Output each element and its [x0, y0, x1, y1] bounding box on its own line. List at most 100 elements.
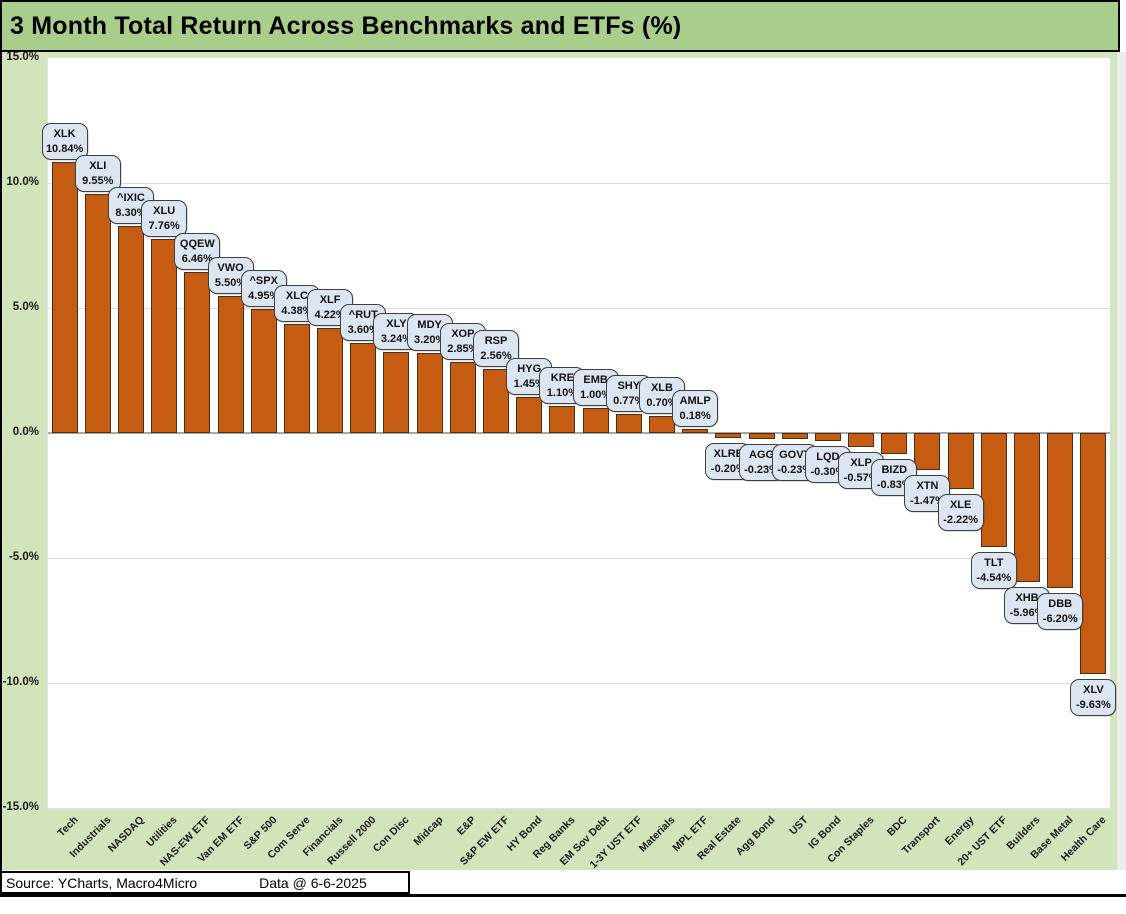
bar-xop: [449, 361, 476, 433]
callout-ticker: ^IXIC: [117, 191, 145, 204]
callout-ticker: XLC: [285, 289, 308, 302]
callout-ticker: ^SPX: [249, 275, 278, 288]
callout-value: 4.95%: [248, 290, 280, 303]
callout-ticker: ^RUT: [348, 309, 378, 321]
callout-tlt: TLT -4.54%: [970, 551, 1017, 589]
callout-ticker: QQEW: [179, 237, 215, 250]
bar-xtn: [914, 433, 941, 470]
callout-dbb: DBB -6.20%: [1037, 593, 1084, 630]
callout-ticker: EMB: [583, 374, 608, 386]
callout-value: 0.70%: [646, 396, 678, 409]
bar-xlp: [848, 433, 875, 448]
bar-xlu: [151, 239, 178, 433]
y-tick-label: -15.0%: [2, 801, 39, 813]
callout-ticker: AMLP: [679, 394, 711, 407]
bar-amlp: [682, 428, 709, 433]
callout-value: 7.76%: [148, 220, 180, 232]
zero-axis-line: [48, 432, 1110, 434]
callout-ticker: XLRE: [713, 448, 744, 460]
callout-value: 0.18%: [679, 409, 711, 422]
callout-xlu: XLU 7.76%: [141, 200, 188, 237]
callout-ticker: AGG: [749, 448, 775, 461]
callout-ticker: XLB: [650, 381, 673, 394]
callout-value: 10.84%: [45, 143, 84, 155]
bar-rut: [350, 343, 377, 433]
bar-shy: [615, 413, 642, 433]
gridline: [48, 558, 1110, 559]
y-tick-label: 5.0%: [12, 301, 39, 313]
bar-xli: [84, 194, 111, 433]
bar-lqd: [814, 433, 841, 441]
callout-ticker: VWO: [217, 261, 244, 274]
bar-xly: [383, 352, 410, 433]
callout-value: 1.45%: [513, 377, 545, 390]
chart-title: 3 Month Total Return Across Benchmarks a…: [10, 11, 682, 40]
y-tick-label: -5.0%: [8, 551, 39, 563]
bar-hyg: [516, 396, 543, 433]
callout-value: -6.20%: [1042, 613, 1078, 625]
bar-emb: [582, 408, 609, 433]
callout-ticker: XLV: [1083, 683, 1104, 696]
chart-title-bar: 3 Month Total Return Across Benchmarks a…: [0, 0, 1120, 52]
bar-qqew: [184, 271, 211, 433]
callout-value: -0.83%: [876, 478, 912, 491]
callout-ticker: KRE: [550, 371, 575, 384]
y-tick-label: 10.0%: [6, 176, 39, 188]
callout-value: -2.22%: [943, 513, 979, 526]
callout-ticker: HYG: [517, 362, 542, 375]
bar-xlre: [715, 433, 742, 438]
gridline: [48, 683, 1110, 684]
callout-ticker: XLY: [386, 318, 407, 330]
bar-kre: [549, 405, 576, 433]
callout-value: 4.22%: [314, 308, 346, 321]
callout-ticker: XLU: [153, 205, 176, 217]
bar-ixic: [117, 225, 144, 433]
callout-ticker: XLK: [53, 128, 76, 140]
callout-value: -0.30%: [810, 465, 846, 478]
callout-qqew: QQEW 6.46%: [174, 232, 221, 270]
callout-rsp: RSP 2.56%: [473, 330, 520, 367]
callout-value: 2.85%: [447, 342, 479, 355]
outer-left-border: [0, 0, 2, 897]
right-margin-strip: [1117, 52, 1126, 870]
callout-value: -5.96%: [1009, 607, 1045, 619]
callout-value: 0.77%: [613, 394, 645, 407]
callout-xle: XLE -2.22%: [937, 493, 984, 531]
data-date-text: Data @ 6-6-2025: [259, 874, 367, 891]
callout-value: 4.38%: [281, 304, 313, 317]
bar-xlc: [283, 323, 310, 433]
callout-value: 6.46%: [181, 252, 213, 265]
callout-ticker: TLT: [984, 556, 1004, 569]
callout-ticker: BIZD: [881, 463, 908, 476]
callout-value: -0.23%: [744, 463, 779, 476]
bar-dbb: [1047, 433, 1074, 588]
gridline: [48, 308, 1110, 309]
callout-value: 2.56%: [480, 350, 512, 362]
callout-amlp: AMLP 0.18%: [672, 389, 719, 427]
footer-bar: Source: YCharts, Macro4Micro Data @ 6-6-…: [0, 871, 410, 894]
callout-value: 3.60%: [347, 324, 379, 336]
bar-xlk: [51, 162, 78, 433]
callout-value: 1.00%: [579, 389, 612, 401]
callout-value: 3.24%: [380, 333, 413, 345]
bar-xlf: [317, 327, 344, 433]
y-tick-label: -10.0%: [2, 676, 39, 688]
bar-mdy: [416, 353, 443, 433]
callout-value: -1.47%: [910, 494, 945, 507]
bar-xhb: [1014, 433, 1041, 582]
callout-ticker: GOVT: [779, 448, 811, 461]
callout-value: -4.54%: [976, 571, 1012, 584]
callout-ticker: XTN: [916, 479, 939, 492]
bar-xle: [947, 433, 974, 489]
source-text: Source: YCharts, Macro4Micro: [6, 874, 198, 891]
gridline: [48, 183, 1110, 184]
bar-bizd: [881, 433, 908, 454]
bar-agg: [748, 433, 775, 439]
callout-xlre: XLRE -0.20%: [705, 443, 752, 480]
callout-value: 8.30%: [115, 206, 147, 219]
callout-ticker: RSP: [484, 335, 508, 347]
y-tick-label: 15.0%: [6, 51, 39, 63]
bar-xlb: [648, 415, 675, 433]
callout-ticker: DBB: [1048, 598, 1073, 610]
